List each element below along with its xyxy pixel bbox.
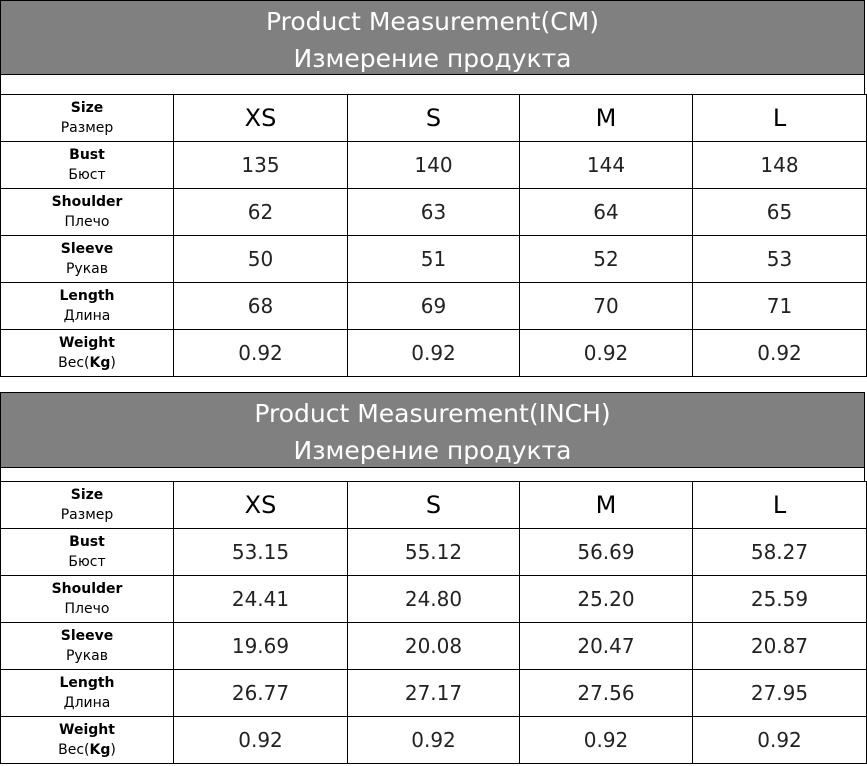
measurement-table: Size Размер XS S M L Bust Бюст 53.15 55.12 56.69 58… (0, 481, 867, 764)
value-cell: 58.27 (692, 528, 867, 576)
value-cell: 135 (173, 141, 348, 189)
value-cell: 62 (173, 188, 348, 236)
row-label: Shoulder Плечо (0, 575, 174, 623)
table-row: Length Длина 68 69 70 71 (0, 282, 867, 330)
spacer-row (0, 75, 865, 95)
value-cell: 0.92 (173, 716, 348, 764)
value-cell: 20.08 (347, 622, 520, 670)
title: Product Measurement(INCH) (254, 399, 611, 428)
value-cell: 68 (173, 282, 348, 330)
spacer-row (0, 468, 865, 482)
table-row: Length Длина 26.77 27.17 27.56 27.95 (0, 669, 867, 717)
size-l: L (692, 94, 867, 142)
value-cell: 65 (692, 188, 867, 236)
value-cell: 50 (173, 235, 348, 283)
value-cell: 140 (347, 141, 520, 189)
size-header-row: Size Размер XS S M L (0, 94, 867, 142)
value-cell: 25.59 (692, 575, 867, 623)
value-cell: 0.92 (519, 329, 693, 377)
row-label: Weight Вес(Kg) (0, 716, 174, 764)
value-cell: 27.56 (519, 669, 693, 717)
value-cell: 27.95 (692, 669, 867, 717)
row-label: Length Длина (0, 282, 174, 330)
table-row: Sleeve Рукав 19.69 20.08 20.47 20.87 (0, 622, 867, 670)
table-title-banner: Product Measurement(INCH) Измерение проду… (0, 392, 865, 468)
value-cell: 64 (519, 188, 693, 236)
subtitle: Измерение продукта (293, 44, 572, 73)
table-row: Shoulder Плечо 62 63 64 65 (0, 188, 867, 236)
value-cell: 52 (519, 235, 693, 283)
row-label: Bust Бюст (0, 528, 174, 576)
row-label: Bust Бюст (0, 141, 174, 189)
value-cell: 63 (347, 188, 520, 236)
value-cell: 26.77 (173, 669, 348, 717)
value-cell: 71 (692, 282, 867, 330)
value-cell: 20.47 (519, 622, 693, 670)
row-label: Sleeve Рукав (0, 622, 174, 670)
table-row: Weight Вес(Kg) 0.92 0.92 0.92 0.92 (0, 716, 867, 764)
value-cell: 70 (519, 282, 693, 330)
value-cell: 0.92 (347, 716, 520, 764)
value-cell: 19.69 (173, 622, 348, 670)
table-row: Shoulder Плечо 24.41 24.80 25.20 25.59 (0, 575, 867, 623)
value-cell: 0.92 (692, 329, 867, 377)
value-cell: 144 (519, 141, 693, 189)
value-cell: 148 (692, 141, 867, 189)
value-cell: 25.20 (519, 575, 693, 623)
size-m: M (519, 94, 693, 142)
title: Product Measurement(CM) (265, 7, 600, 36)
table-row: Weight Вес(Kg) 0.92 0.92 0.92 0.92 (0, 329, 867, 377)
row-label: Shoulder Плечо (0, 188, 174, 236)
value-cell: 55.12 (347, 528, 520, 576)
subtitle: Измерение продукта (293, 436, 572, 465)
row-label: Sleeve Рукав (0, 235, 174, 283)
measurement-table: Size Размер XS S M L Bust Бюст 135 140 144 148 Shoul… (0, 94, 867, 377)
table-row: Bust Бюст 135 140 144 148 (0, 141, 867, 189)
size-xs: XS (173, 481, 348, 529)
size-l: L (692, 481, 867, 529)
size-s: S (347, 481, 520, 529)
value-cell: 27.17 (347, 669, 520, 717)
row-label: Length Длина (0, 669, 174, 717)
value-cell: 24.80 (347, 575, 520, 623)
value-cell: 20.87 (692, 622, 867, 670)
value-cell: 56.69 (519, 528, 693, 576)
value-cell: 69 (347, 282, 520, 330)
size-label: Size Размер (0, 481, 174, 529)
value-cell: 53 (692, 235, 867, 283)
size-xs: XS (173, 94, 348, 142)
value-cell: 24.41 (173, 575, 348, 623)
size-m: M (519, 481, 693, 529)
value-cell: 51 (347, 235, 520, 283)
table-row: Bust Бюст 53.15 55.12 56.69 58.27 (0, 528, 867, 576)
size-label: Size Размер (0, 94, 174, 142)
value-cell: 0.92 (692, 716, 867, 764)
value-cell: 0.92 (519, 716, 693, 764)
size-header-row: Size Размер XS S M L (0, 481, 867, 529)
value-cell: 0.92 (347, 329, 520, 377)
value-cell: 53.15 (173, 528, 348, 576)
value-cell: 0.92 (173, 329, 348, 377)
table-row: Sleeve Рукав 50 51 52 53 (0, 235, 867, 283)
table-title-banner: Product Measurement(CM) Измерение продукт… (0, 0, 865, 75)
size-s: S (347, 94, 520, 142)
row-label: Weight Вес(Kg) (0, 329, 174, 377)
